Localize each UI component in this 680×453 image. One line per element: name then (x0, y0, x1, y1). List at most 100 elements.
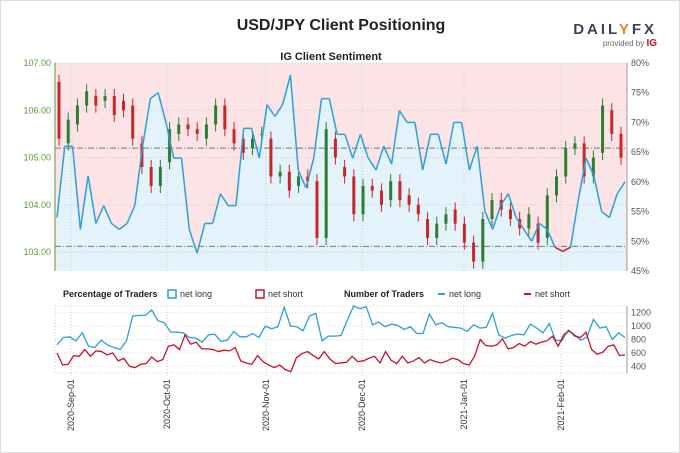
candle (315, 181, 319, 238)
traders-net-long-line (56, 305, 626, 351)
traders-tick-label: 600 (631, 348, 646, 358)
candle (444, 214, 448, 224)
candle (278, 171, 282, 177)
sentiment-line-segment (250, 128, 261, 159)
sentiment-line-segment (530, 223, 541, 242)
candle (223, 105, 227, 130)
sentiment-line-segment (468, 145, 478, 171)
sentiment-line-segment (608, 193, 618, 218)
sentiment-line-segment (484, 211, 494, 230)
candle (121, 100, 125, 111)
sentiment-line-segment (344, 134, 354, 159)
sentiment-line-segment (460, 122, 471, 171)
candle (195, 129, 199, 134)
sentiment-line-segment (523, 228, 533, 242)
candle (85, 91, 89, 106)
date-tick-label: 2021-Feb-01 (556, 379, 566, 431)
legend-num-label: Number of Traders (344, 289, 424, 299)
sentiment-line-segment (266, 104, 276, 117)
pct-tick-label: 45% (631, 266, 649, 276)
sentiment-line-segment (149, 92, 159, 100)
sentiment-line-segment (235, 128, 245, 206)
sentiment-line-segment (219, 193, 229, 207)
candle (131, 105, 135, 139)
candle (610, 110, 614, 134)
legend-pct-label: Percentage of Traders (63, 289, 158, 299)
sentiment-line-segment (375, 145, 385, 171)
pct-tick-label: 75% (631, 88, 649, 98)
sentiment-line-segment (414, 122, 424, 171)
candle (177, 124, 181, 134)
candle (370, 185, 374, 191)
sentiment-line-segment (569, 199, 580, 248)
traders-net-short-line (56, 329, 626, 373)
page-title: USD/JPY Client Positioning (236, 17, 446, 34)
sentiment-line-segment (328, 98, 338, 135)
sentiment-line-segment (554, 246, 564, 253)
candle (462, 223, 466, 243)
price-tick-label: 107.00 (23, 58, 51, 68)
date-tick-label: 2020-Nov-01 (261, 379, 271, 431)
sentiment-line-segment (546, 229, 556, 248)
candle (573, 143, 577, 149)
pct-tick-label: 60% (631, 177, 649, 187)
sentiment-line-segment (211, 193, 222, 224)
candle (75, 105, 79, 125)
sentiment-line-segment (616, 181, 626, 195)
price-tick-label: 106.00 (23, 105, 51, 115)
sentiment-line-segment (499, 193, 509, 207)
pct-tick-label: 50% (631, 236, 649, 246)
sentiment-line-segment (180, 158, 191, 230)
date-tick-label: 2020-Sep-01 (66, 379, 76, 431)
sentiment-line-segment (111, 222, 120, 230)
traders-tick-label: 800 (631, 335, 646, 345)
sentiment-line-segment (313, 98, 323, 159)
date-tick-label: 2021-Jan-01 (459, 379, 469, 430)
traders-tick-label: 1200 (631, 308, 651, 318)
pct-tick-label: 80% (631, 58, 649, 68)
sentiment-title: IG Client Sentiment (280, 51, 382, 63)
sentiment-line-segment (398, 110, 408, 123)
candle (269, 138, 273, 177)
sentiment-line-segment (421, 134, 432, 171)
candle (536, 223, 540, 243)
sentiment-line-segment (95, 205, 105, 224)
sentiment-line-segment (445, 122, 455, 165)
candle (416, 204, 420, 215)
sentiment-line-segment (165, 122, 175, 159)
pct-tick-label: 70% (631, 117, 649, 127)
sentiment-line-segment (87, 175, 97, 224)
price-tick-label: 103.00 (23, 247, 51, 257)
logo-sub: provided by (602, 39, 645, 48)
candle (527, 214, 531, 229)
date-tick-label: 2020-Dec-01 (357, 379, 367, 431)
candle (591, 157, 595, 177)
legend-pct-short-swatch (255, 289, 265, 299)
sentiment-line-segment (157, 92, 167, 123)
date-tick-label: 2020-Oct-01 (162, 379, 172, 429)
candle (260, 133, 264, 135)
candle (214, 105, 218, 125)
candle (453, 209, 457, 224)
sentiment-line-segment (79, 175, 89, 230)
sentiment-line-segment (289, 74, 299, 171)
candle (324, 129, 328, 238)
sentiment-line-segment (476, 146, 486, 212)
candle (389, 181, 393, 201)
candle (564, 148, 568, 177)
price-tick-label: 105.00 (23, 153, 51, 163)
sentiment-line-segment (593, 175, 603, 212)
candle (352, 176, 356, 215)
candle (94, 96, 98, 106)
candle (204, 124, 208, 139)
sentiment-line-segment (507, 193, 517, 218)
sentiment-line-segment (577, 157, 587, 200)
sentiment-line-segment (71, 146, 82, 230)
sentiment-line-segment (437, 134, 447, 165)
sentiment-line-segment (134, 146, 144, 206)
candle (343, 167, 347, 177)
sentiment-line-segment (118, 222, 128, 230)
sentiment-line-segment (367, 157, 377, 171)
candle (149, 167, 153, 186)
